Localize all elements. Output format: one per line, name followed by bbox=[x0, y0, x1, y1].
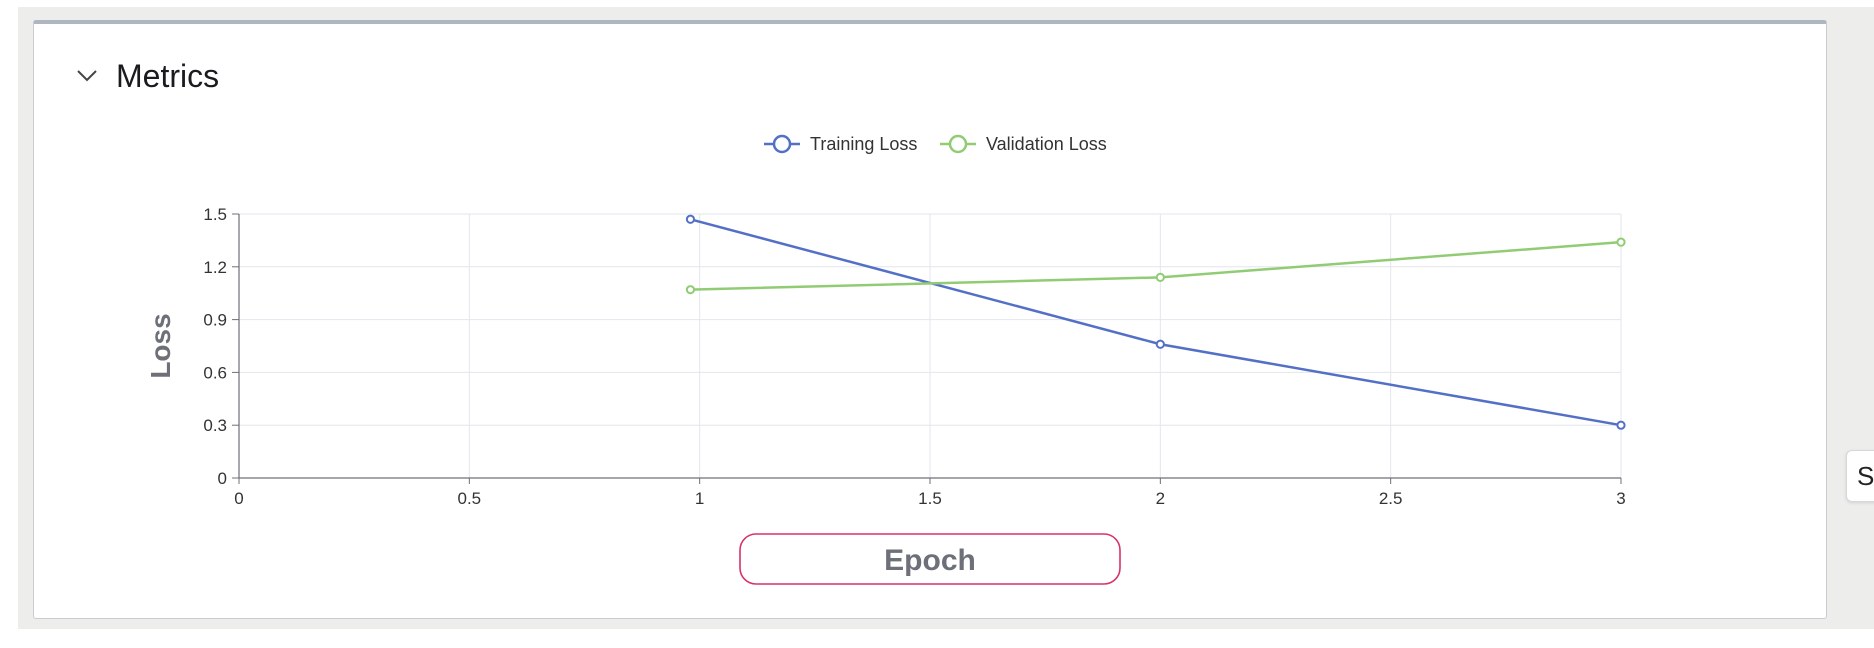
x-tick-label: 1.5 bbox=[918, 489, 942, 508]
x-axis-title: Epoch bbox=[884, 544, 976, 577]
data-point bbox=[1155, 272, 1165, 282]
chevron-down-icon[interactable] bbox=[72, 61, 102, 91]
legend-marker bbox=[772, 134, 792, 154]
panel-title: Metrics bbox=[116, 57, 220, 94]
data-point bbox=[685, 214, 696, 224]
x-tick-label: 0.5 bbox=[458, 489, 482, 508]
metrics-panel: Metrics 0 0.5 1 1.5 2 2.5 3 0 0.3 0.6 0.9 1.2 1.5 Los… bbox=[33, 20, 1827, 619]
data-point bbox=[1616, 420, 1626, 430]
y-axis-title: Loss bbox=[145, 313, 176, 378]
x-tick-label: 2 bbox=[1156, 489, 1165, 508]
legend-marker bbox=[948, 134, 968, 154]
loss-chart-svg: 0 0.5 1 1.5 2 2.5 3 0 0.3 0.6 0.9 1.2 1.5 Loss Epoch Tr… bbox=[145, 134, 1626, 585]
x-tick-label: 0 bbox=[234, 489, 243, 508]
metrics-panel-header[interactable]: Metrics bbox=[72, 54, 219, 98]
series-line bbox=[690, 240, 1622, 291]
data-point bbox=[685, 285, 696, 295]
y-tick-label: 1.2 bbox=[203, 258, 227, 277]
y-tick-label: 0.9 bbox=[203, 311, 227, 330]
x-tick-label: 3 bbox=[1616, 489, 1625, 508]
side-tab-label: S bbox=[1857, 460, 1874, 491]
y-tick-label: 1.5 bbox=[203, 205, 227, 224]
data-point bbox=[1616, 237, 1626, 247]
x-axis-title-box bbox=[739, 533, 1121, 585]
y-tick-label: 0 bbox=[218, 469, 227, 488]
series-line bbox=[690, 218, 1622, 427]
legend-label: Training Loss bbox=[810, 134, 917, 154]
x-tick-label: 2.5 bbox=[1379, 489, 1403, 508]
x-tick-label: 1 bbox=[695, 489, 704, 508]
y-tick-label: 0.6 bbox=[203, 363, 227, 382]
legend-label: Validation Loss bbox=[986, 134, 1107, 154]
y-tick-label: 0.3 bbox=[203, 416, 227, 435]
loss-chart: 0 0.5 1 1.5 2 2.5 3 0 0.3 0.6 0.9 1.2 1.5 Loss Epoch Tr… bbox=[34, 24, 1828, 623]
side-tab[interactable]: S bbox=[1846, 450, 1874, 502]
data-point bbox=[1155, 339, 1165, 349]
